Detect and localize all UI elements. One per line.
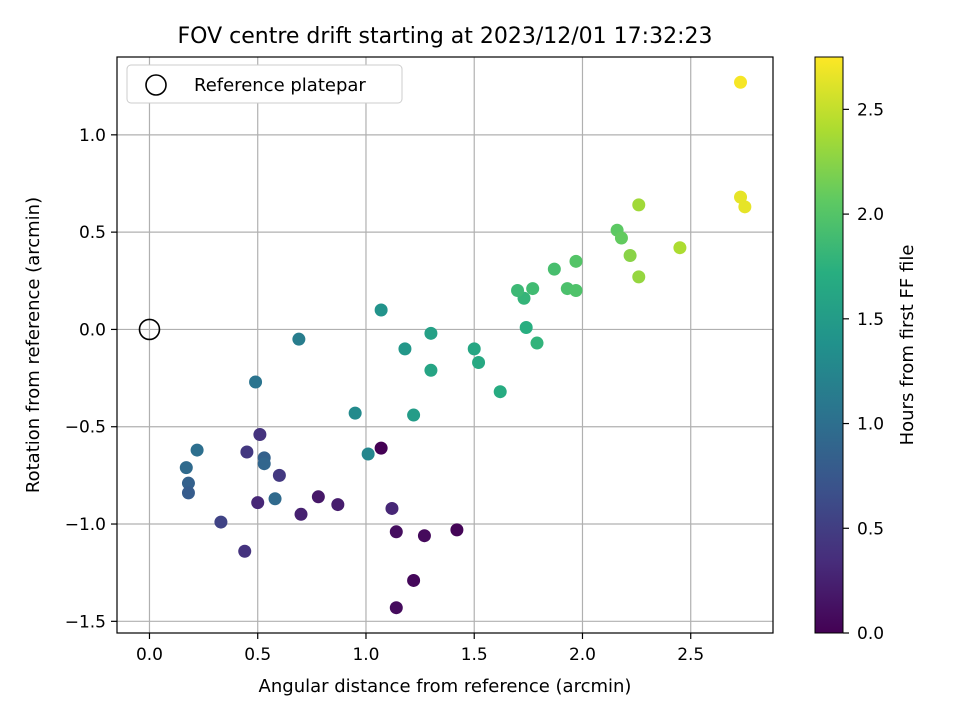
chart-title: FOV centre drift starting at 2023/12/01 … — [178, 24, 713, 49]
colorbar-tick-label: 1.0 — [857, 415, 884, 435]
legend-box — [126, 64, 403, 104]
data-point — [385, 501, 399, 515]
data-point — [424, 326, 438, 340]
y-axis-label: Rotation from reference (arcmin) — [23, 197, 44, 493]
colorbar-tick-label: 0.0 — [857, 624, 884, 644]
data-point — [181, 486, 195, 500]
data-point — [450, 523, 464, 537]
data-point — [389, 525, 403, 539]
data-point — [272, 468, 286, 482]
data-point — [407, 573, 421, 587]
data-point — [240, 445, 254, 459]
colorbar-tick-label: 2.5 — [857, 100, 884, 120]
colorbar-label: Hours from first FF file — [897, 245, 918, 446]
data-point — [472, 356, 486, 370]
y-tick-label: 0.5 — [79, 223, 106, 243]
y-tick-label: −1.0 — [65, 515, 106, 535]
data-point — [249, 375, 263, 389]
data-point — [389, 601, 403, 615]
data-point — [623, 248, 637, 262]
data-point — [179, 461, 193, 475]
data-point — [632, 270, 646, 284]
data-point — [294, 507, 308, 521]
data-point — [238, 544, 252, 558]
y-tick-label: 1.0 — [79, 126, 106, 146]
grid-lines — [117, 57, 773, 633]
data-point — [673, 241, 687, 255]
colorbar-gradient — [814, 56, 844, 634]
x-tick-label: 2.5 — [677, 645, 704, 665]
data-point — [511, 284, 525, 298]
data-point — [407, 408, 421, 422]
data-point — [526, 282, 540, 296]
data-point — [632, 198, 646, 212]
data-point — [181, 476, 195, 490]
reference-platepar-marker — [138, 318, 161, 341]
data-point — [734, 75, 748, 89]
colorbar-tick-label: 0.5 — [857, 519, 884, 539]
legend: Reference platepar — [126, 64, 403, 104]
data-point — [268, 492, 282, 506]
data-point — [569, 284, 583, 298]
data-point — [374, 303, 388, 317]
x-tick-label: 2.0 — [569, 645, 596, 665]
data-point — [311, 490, 325, 504]
data-point — [424, 363, 438, 377]
legend-open-circle-icon — [145, 74, 167, 96]
x-axis-ticks: 0.0 0.5 1.0 1.5 2.0 2.5 — [136, 633, 704, 665]
x-tick-label: 1.5 — [461, 645, 488, 665]
data-point — [738, 200, 752, 214]
data-point — [519, 320, 533, 334]
data-point — [530, 336, 544, 350]
data-point — [467, 342, 481, 356]
data-point — [214, 515, 228, 529]
data-point — [493, 385, 507, 399]
x-tick-label: 0.0 — [136, 645, 163, 665]
data-point — [734, 190, 748, 204]
data-point — [331, 498, 345, 512]
y-tick-label: 0.0 — [79, 320, 106, 340]
data-point — [361, 447, 375, 461]
data-point — [417, 529, 431, 543]
colorbar: 0.0 0.5 1.0 1.5 2.0 2.5 Hours from first FF f… — [814, 56, 918, 644]
data-point — [292, 332, 306, 346]
data-point — [398, 342, 412, 356]
data-points — [179, 75, 752, 615]
colorbar-ticks: 0.0 0.5 1.0 1.5 2.0 2.5 — [843, 100, 884, 644]
data-point — [348, 406, 362, 420]
data-point — [374, 441, 388, 455]
x-axis-label: Angular distance from reference (arcmin) — [259, 676, 632, 697]
plot-frame — [116, 56, 774, 634]
y-tick-label: −0.5 — [65, 418, 106, 438]
y-tick-label: −1.5 — [65, 612, 106, 632]
x-tick-label: 1.0 — [352, 645, 379, 665]
colorbar-tick-label: 2.0 — [857, 205, 884, 225]
data-point — [569, 254, 583, 268]
colorbar-tick-label: 1.5 — [857, 310, 884, 330]
data-point — [253, 428, 267, 442]
legend-label: Reference platepar — [194, 75, 366, 96]
x-tick-label: 0.5 — [244, 645, 271, 665]
data-point — [547, 262, 561, 276]
data-point — [614, 231, 628, 245]
data-point — [251, 496, 265, 510]
data-point — [257, 457, 271, 471]
data-point — [190, 443, 204, 457]
y-axis-ticks: −1.5 −1.0 −0.5 0.0 0.5 1.0 — [65, 126, 117, 632]
